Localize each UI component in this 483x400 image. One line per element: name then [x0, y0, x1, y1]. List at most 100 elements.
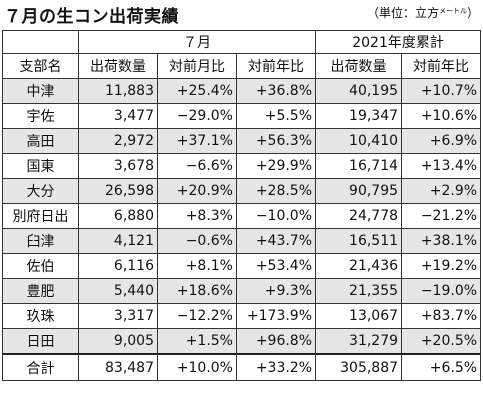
value-cell: −6.6% — [157, 153, 237, 179]
unit-small: メートル — [438, 7, 467, 15]
group-header-ytd: 2021年度累計 — [315, 30, 482, 54]
value-cell: +13.4% — [401, 153, 482, 179]
column-header: 対前月比 — [157, 53, 237, 79]
unit-note: （単位：立方メートル） — [367, 4, 479, 21]
value-cell: 10,410 — [315, 128, 403, 154]
branch-name-cell: 高田 — [2, 128, 79, 154]
value-cell: +1.5% — [157, 328, 237, 355]
value-cell: +6.5% — [401, 353, 482, 381]
value-cell: +43.7% — [235, 228, 317, 254]
value-cell: +96.8% — [235, 328, 317, 355]
unit-suffix: ） — [466, 6, 479, 20]
table-row: 中津 11,883 +25.4% +36.8% 40,195 +10.7% — [2, 78, 482, 104]
table-row: 高田 2,972 +37.1% +56.3% 10,410 +6.9% — [2, 128, 482, 154]
value-cell: 9,005 — [78, 328, 158, 355]
value-cell: +33.2% — [235, 353, 317, 381]
value-cell: 3,477 — [78, 103, 158, 129]
value-cell: +10.6% — [401, 103, 482, 129]
column-header: 対前年比 — [235, 53, 317, 79]
value-cell: −19.0% — [401, 278, 482, 304]
value-cell: 4,121 — [78, 228, 158, 254]
column-header: 出荷数量 — [78, 53, 158, 79]
branch-name-cell: 玖珠 — [2, 303, 79, 329]
value-cell: 16,714 — [315, 153, 403, 179]
branch-name-cell: 日田 — [2, 328, 79, 355]
value-cell: +8.3% — [157, 203, 237, 229]
shipment-table: ７月 2021年度累計 支部名 出荷数量 対前月比 対前年比 出荷数量 対前年比… — [2, 30, 482, 381]
value-cell: +83.7% — [401, 303, 482, 329]
value-cell: 31,279 — [315, 328, 403, 355]
value-cell: 305,887 — [315, 353, 403, 381]
value-cell: 13,067 — [315, 303, 403, 329]
value-cell: +9.3% — [235, 278, 317, 304]
value-cell: +25.4% — [157, 78, 237, 104]
value-cell: 24,778 — [315, 203, 403, 229]
total-row: 合計 83,487 +10.0% +33.2% 305,887 +6.5% — [2, 353, 482, 381]
value-cell: 40,195 — [315, 78, 403, 104]
value-cell: +2.9% — [401, 178, 482, 204]
value-cell: +20.9% — [157, 178, 237, 204]
table-row: 玖珠 3,317 −12.2% +173.9% 13,067 +83.7% — [2, 303, 482, 329]
value-cell: 11,883 — [78, 78, 158, 104]
group-header-month: ７月 — [77, 30, 317, 54]
value-cell: +10.0% — [157, 353, 237, 381]
value-cell: +6.9% — [401, 128, 482, 154]
branch-name-cell: 大分 — [2, 178, 79, 204]
page-title: ７月の生コン出荷実績 — [4, 7, 179, 27]
branch-name-cell: 国東 — [2, 153, 79, 179]
value-cell: +5.5% — [235, 103, 317, 129]
value-cell: −12.2% — [157, 303, 237, 329]
branch-name-cell: 別府日出 — [2, 203, 79, 229]
table-row: 大分 26,598 +20.9% +28.5% 90,795 +2.9% — [2, 178, 482, 204]
value-cell: 19,347 — [315, 103, 403, 129]
value-cell: +36.8% — [235, 78, 317, 104]
value-cell: 26,598 — [78, 178, 158, 204]
value-cell: 21,355 — [315, 278, 403, 304]
column-header-row: 支部名 出荷数量 対前月比 対前年比 出荷数量 対前年比 — [2, 53, 482, 79]
table-row: 日田 9,005 +1.5% +96.8% 31,279 +20.5% — [2, 328, 482, 355]
value-cell: +38.1% — [401, 228, 482, 254]
group-header-row: ７月 2021年度累計 — [2, 30, 482, 54]
value-cell: 5,440 — [78, 278, 158, 304]
value-cell: +56.3% — [235, 128, 317, 154]
value-cell: −29.0% — [157, 103, 237, 129]
value-cell: 16,511 — [315, 228, 403, 254]
value-cell: +8.1% — [157, 253, 237, 279]
value-cell: −10.0% — [235, 203, 317, 229]
column-header: 出荷数量 — [315, 53, 403, 79]
table-row: 佐伯 6,116 +8.1% +53.4% 21,436 +19.2% — [2, 253, 482, 279]
table-row: 豊肥 5,440 +18.6% +9.3% 21,355 −19.0% — [2, 278, 482, 304]
branch-name-cell: 臼津 — [2, 228, 79, 254]
value-cell: 3,678 — [78, 153, 158, 179]
value-cell: +173.9% — [235, 303, 317, 329]
value-cell: 83,487 — [78, 353, 158, 381]
branch-name-cell: 中津 — [2, 78, 79, 104]
branch-name-cell: 佐伯 — [2, 253, 79, 279]
value-cell: 2,972 — [78, 128, 158, 154]
value-cell: +37.1% — [157, 128, 237, 154]
value-cell: 90,795 — [315, 178, 403, 204]
value-cell: +19.2% — [401, 253, 482, 279]
table-row: 国東 3,678 −6.6% +29.9% 16,714 +13.4% — [2, 153, 482, 179]
table-row: 別府日出 6,880 +8.3% −10.0% 24,778 −21.2% — [2, 203, 482, 229]
value-cell: −21.2% — [401, 203, 482, 229]
column-header: 支部名 — [2, 53, 79, 79]
table-row: 臼津 4,121 −0.6% +43.7% 16,511 +38.1% — [2, 228, 482, 254]
branch-name-cell: 豊肥 — [2, 278, 79, 304]
value-cell: +29.9% — [235, 153, 317, 179]
branch-name-cell: 宇佐 — [2, 103, 79, 129]
value-cell: +10.7% — [401, 78, 482, 104]
value-cell: +53.4% — [235, 253, 317, 279]
group-header-blank — [2, 30, 79, 54]
value-cell: +20.5% — [401, 328, 482, 355]
value-cell: +18.6% — [157, 278, 237, 304]
value-cell: −0.6% — [157, 228, 237, 254]
table-row: 宇佐 3,477 −29.0% +5.5% 19,347 +10.6% — [2, 103, 482, 129]
column-header: 対前年比 — [401, 53, 482, 79]
unit-prefix: （単位：立方 — [366, 6, 439, 20]
value-cell: +28.5% — [235, 178, 317, 204]
branch-name-cell: 合計 — [2, 353, 79, 381]
value-cell: 21,436 — [315, 253, 403, 279]
value-cell: 6,880 — [78, 203, 158, 229]
value-cell: 3,317 — [78, 303, 158, 329]
